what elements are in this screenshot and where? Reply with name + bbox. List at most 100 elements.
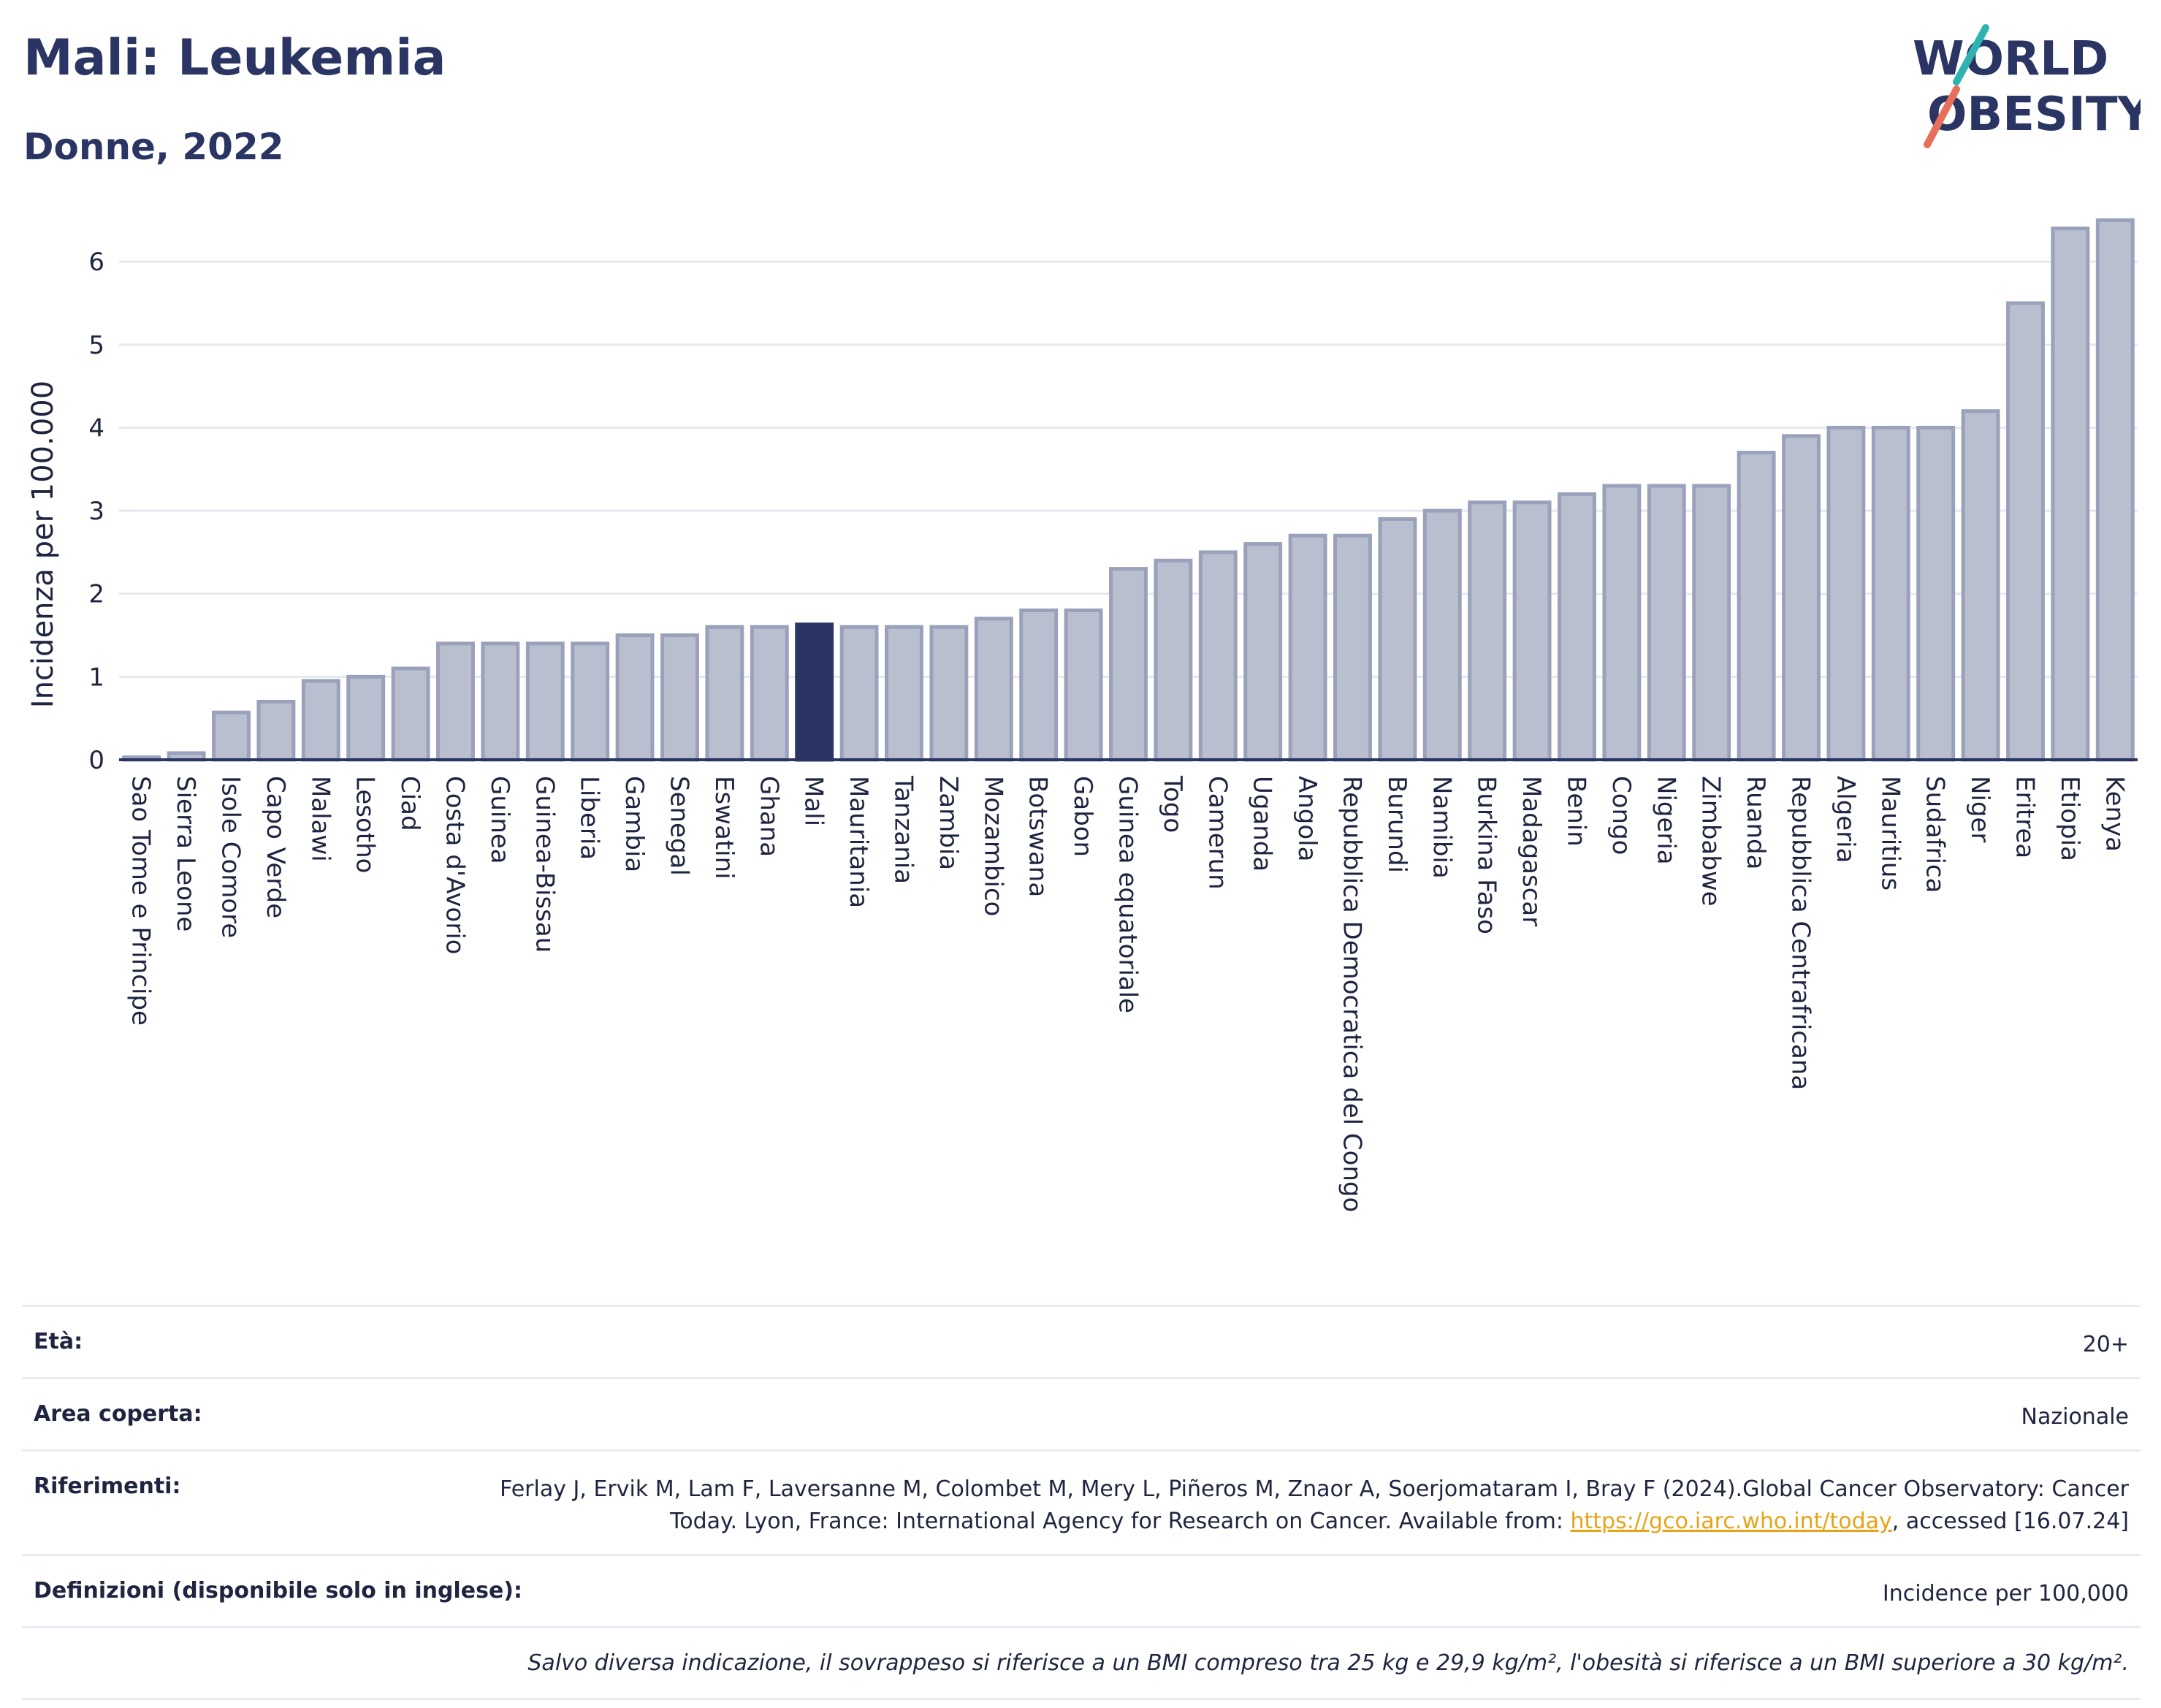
bar — [346, 674, 386, 762]
x-tick-label: Madagascar — [1517, 776, 1546, 926]
info-row-area: Area coperta: Nazionale — [22, 1377, 2141, 1449]
bar — [2006, 301, 2045, 762]
x-tick-label: Lesotho — [351, 776, 380, 873]
bar — [1512, 500, 1552, 762]
bar — [1019, 608, 1059, 762]
bar — [256, 699, 296, 762]
bar — [839, 625, 879, 762]
x-tick-label: Guinea equatoriale — [1113, 776, 1143, 1013]
x-tick-label: Burundi — [1382, 776, 1411, 873]
x-tick-label: Sao Tome e Principe — [126, 776, 156, 1026]
y-tick-label: 6 — [88, 248, 104, 277]
references-accessed: , accessed [16.07.24] — [1891, 1509, 2129, 1534]
x-tick-label: Eritrea — [2011, 776, 2040, 858]
x-tick-label: Gabon — [1068, 776, 1097, 857]
x-tick-label: Kenya — [2100, 776, 2129, 852]
references-link[interactable]: https://gco.iarc.who.int/today — [1570, 1509, 1892, 1534]
x-tick-label: Mauritania — [844, 776, 873, 908]
x-tick-label: Isole Comore — [216, 776, 245, 938]
x-tick-label: Zimbabwe — [1696, 776, 1726, 907]
bar — [615, 633, 655, 762]
bar — [929, 625, 969, 762]
area-value: Nazionale — [2021, 1404, 2129, 1430]
bar — [1333, 533, 1372, 762]
age-value: 20+ — [2082, 1332, 2129, 1357]
y-tick-label: 2 — [88, 580, 104, 609]
x-tick-label: Mali — [799, 776, 828, 826]
x-tick-label: Botswana — [1024, 776, 1053, 897]
age-label: Età: — [34, 1329, 83, 1354]
bar — [1826, 425, 1866, 762]
bar — [660, 633, 699, 762]
x-tick-label: Eswatini — [709, 776, 739, 880]
x-tick-label: Costa d'Avorio — [441, 776, 470, 955]
bar — [974, 617, 1013, 762]
x-tick-label: Mauritius — [1875, 776, 1905, 891]
bar — [525, 641, 565, 762]
bar — [212, 710, 251, 762]
bmi-note: Salvo diversa indicazione, il sovrappeso… — [22, 1626, 2141, 1700]
area-label: Area coperta: — [34, 1401, 202, 1427]
y-tick-label: 5 — [88, 331, 104, 360]
bar — [436, 641, 475, 762]
x-tick-label: Zambia — [934, 776, 963, 870]
bar — [1243, 542, 1283, 762]
x-tick-label: Etiopia — [2055, 776, 2084, 861]
bar — [1961, 409, 2000, 762]
logo-slash-coral — [1924, 85, 1960, 148]
x-tick-label: Repubblica Democratica del Congo — [1338, 776, 1367, 1212]
x-tick-label: Ciad — [395, 776, 424, 831]
x-tick-label: Camerun — [1203, 776, 1232, 890]
x-tick-label: Namibia — [1427, 776, 1456, 879]
y-tick-label: 3 — [88, 497, 104, 526]
bar — [1198, 550, 1238, 762]
references-label: Riferimenti: — [34, 1473, 181, 1499]
bar — [1378, 516, 1417, 762]
references-value: Ferlay J, Ervik M, Lam F, Laversanne M, … — [449, 1473, 2129, 1538]
bar — [1916, 425, 1956, 762]
x-tick-label: Repubblica Centrafricana — [1786, 776, 1815, 1090]
logo-line-2: OBESITY — [1927, 88, 2141, 142]
x-tick-label: Capo Verde — [261, 776, 290, 918]
x-tick-label: Malawi — [305, 776, 335, 862]
x-tick-label: Algeria — [1831, 776, 1860, 863]
bar — [1109, 567, 1148, 762]
bar — [301, 679, 340, 762]
x-tick-label: Niger — [1965, 776, 1994, 842]
world-obesity-logo: WORLD OBESITY — [1913, 24, 2141, 148]
bar — [795, 622, 834, 762]
definitions-label: Definizioni (disponibile solo in inglese… — [34, 1578, 522, 1604]
logo-slash-teal — [1953, 24, 1989, 85]
x-tick-label: Ruanda — [1741, 776, 1770, 869]
x-tick-label: Guinea-Bissau — [530, 776, 559, 953]
bar — [1558, 492, 1596, 762]
x-tick-label: Togo — [1158, 775, 1187, 833]
x-tick-label: Nigeria — [1651, 776, 1680, 865]
x-tick-label: Tanzania — [889, 775, 918, 884]
x-tick-label: Gambia — [620, 776, 649, 872]
y-tick-label: 4 — [88, 413, 104, 443]
bar — [1871, 425, 1910, 762]
page-title: Mali: Leukemia — [23, 29, 446, 87]
x-tick-label: Angola — [1292, 776, 1322, 861]
bar — [1602, 484, 1642, 762]
bar — [391, 666, 430, 762]
bar — [2051, 226, 2090, 762]
bar — [2095, 218, 2135, 762]
y-axis-label: Incidenza per 100.000 — [26, 381, 60, 708]
bar — [750, 625, 789, 762]
x-tick-label: Liberia — [575, 776, 604, 860]
references-text: Ferlay J, Ervik M, Lam F, Laversanne M, … — [500, 1476, 2129, 1534]
info-row-definitions: Definizioni (disponibile solo in inglese… — [22, 1554, 2141, 1626]
x-tick-label: Senegal — [665, 776, 694, 876]
bar — [1782, 434, 1821, 762]
bar — [1468, 500, 1507, 762]
bar — [1422, 508, 1462, 762]
y-tick-label: 1 — [88, 663, 104, 692]
bar — [571, 641, 610, 762]
bar — [1647, 484, 1686, 762]
x-tick-label: Uganda — [1248, 776, 1277, 872]
x-tick-label: Sierra Leone — [171, 776, 200, 931]
x-tick-label: Burkina Faso — [1472, 776, 1501, 934]
bar — [705, 625, 744, 762]
